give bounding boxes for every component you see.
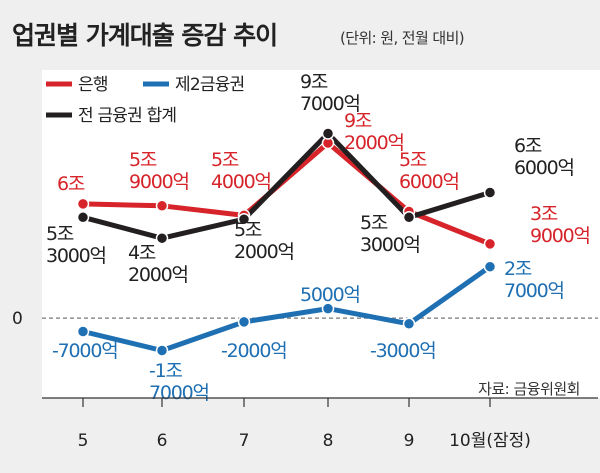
data-label: 2조 — [504, 258, 532, 280]
chart-subtitle: (단위: 원, 전월 대비) — [340, 29, 464, 47]
data-point — [402, 211, 416, 224]
series-lines — [80, 131, 493, 353]
data-point — [155, 199, 169, 213]
data-label: 5조 — [211, 149, 239, 171]
data-point — [483, 186, 497, 199]
x-tick-label: 10월(잠정) — [449, 431, 531, 451]
data-point — [237, 315, 251, 329]
legend-label: 전 금융권 합계 — [78, 106, 176, 126]
data-label: -2000억 — [221, 340, 287, 362]
data-label: 3000억 — [46, 245, 106, 267]
data-label: 5조 — [399, 149, 427, 171]
data-label: -3000억 — [370, 340, 436, 362]
data-label: 6조 — [57, 173, 85, 195]
data-label: -7000억 — [52, 340, 118, 362]
data-point — [402, 317, 416, 331]
data-label: 2000억 — [128, 264, 188, 286]
data-label: 5조 — [234, 219, 262, 241]
x-axis: 5 6 7 8 9 10월(잠정) — [42, 397, 598, 451]
data-label: 3조 — [530, 203, 558, 225]
data-point — [76, 197, 90, 211]
data-label: 9조 — [300, 71, 328, 93]
zero-tick-label: 0 — [12, 309, 23, 329]
series-line — [80, 131, 493, 241]
data-point — [155, 344, 169, 357]
data-label: 3000억 — [360, 234, 420, 256]
data-label: 5000억 — [300, 284, 360, 306]
data-label: 6000억 — [514, 157, 574, 179]
data-label: -1조 — [149, 360, 183, 382]
data-label: 5조 — [360, 212, 388, 234]
data-point — [237, 212, 251, 226]
data-point — [155, 231, 169, 245]
x-tick-label: 6 — [157, 431, 168, 451]
series-line — [80, 264, 493, 353]
x-tick-label: 8 — [323, 431, 334, 451]
data-label: 5조 — [46, 223, 74, 245]
data-label: 2000억 — [234, 241, 294, 263]
data-label: 9000억 — [530, 225, 590, 247]
x-tick-label: 5 — [78, 431, 89, 451]
data-label: 4조 — [128, 242, 156, 264]
x-tick-label: 9 — [404, 431, 415, 451]
source-note: 자료: 금융위원회 — [478, 380, 580, 398]
chart-title: 업권별 가계대출 증감 추이 — [12, 21, 277, 50]
data-label: 4000억 — [211, 171, 271, 193]
data-point — [76, 211, 90, 224]
legend-label: 은행 — [78, 75, 108, 95]
data-label: 6조 — [514, 135, 542, 157]
data-point — [483, 237, 497, 251]
data-point — [76, 325, 90, 338]
x-tick-label: 7 — [239, 431, 250, 451]
zero-baseline: 0 — [12, 309, 598, 329]
data-label: 5조 — [129, 149, 157, 171]
data-label: 9조 — [344, 110, 372, 132]
data-label: 7000억 — [504, 280, 564, 302]
data-point — [483, 260, 497, 273]
data-label: 2000억 — [344, 132, 404, 154]
data-label: 9000억 — [129, 171, 189, 193]
data-point — [321, 302, 335, 315]
data-label: 6000억 — [399, 171, 459, 193]
data-point — [321, 127, 335, 140]
data-label: 7000억 — [300, 93, 360, 115]
series-points — [76, 127, 497, 357]
data-label: 7000억 — [149, 382, 209, 404]
legend-label: 제2금융권 — [175, 75, 244, 95]
